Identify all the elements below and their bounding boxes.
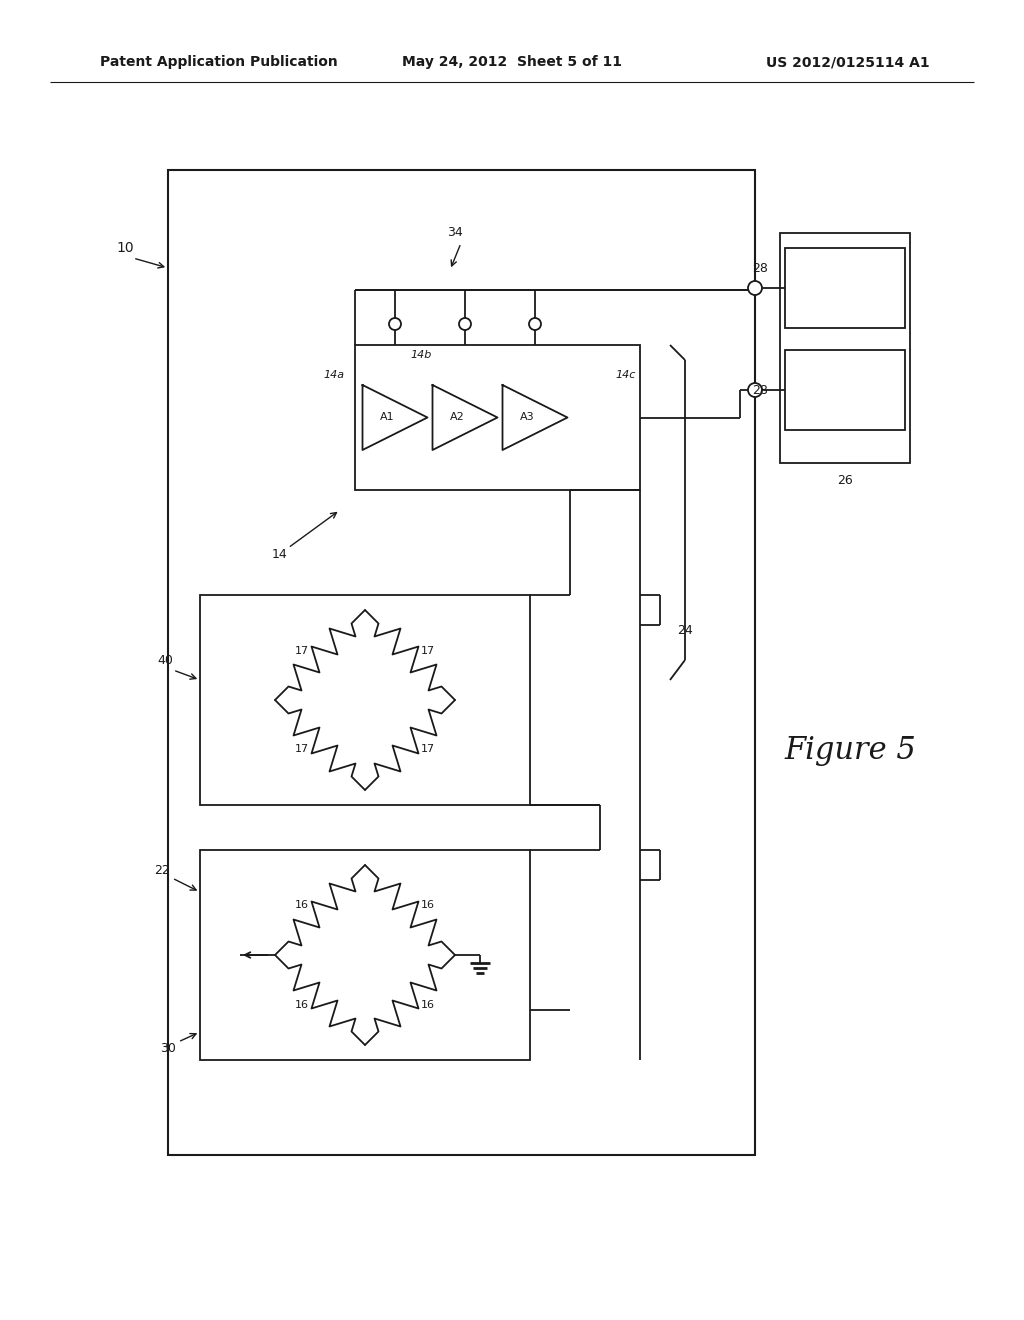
Circle shape [748,383,762,397]
Text: Patent Application Publication: Patent Application Publication [100,55,338,69]
Text: 28: 28 [752,384,768,396]
Text: 16: 16 [421,900,435,911]
Circle shape [389,318,401,330]
Circle shape [748,281,762,294]
Text: 24: 24 [677,623,693,636]
Text: A2: A2 [450,412,464,422]
Bar [785,248,905,327]
Text: 10: 10 [116,242,134,255]
Bar [168,170,755,1155]
Text: Figure 5: Figure 5 [784,734,915,766]
Bar [355,345,640,490]
Circle shape [459,318,471,330]
Text: 26: 26 [838,474,853,487]
Text: 30: 30 [160,1041,176,1055]
Text: 16: 16 [295,900,309,911]
Circle shape [529,318,541,330]
Bar [200,595,530,805]
Text: 14c: 14c [615,370,635,380]
Text: 17: 17 [295,645,309,656]
Text: 34: 34 [447,226,463,239]
Text: 40: 40 [157,653,173,667]
Text: 17: 17 [295,744,309,755]
Text: 17: 17 [421,744,435,755]
Text: 28: 28 [752,261,768,275]
Text: 16: 16 [295,999,309,1010]
Text: A3: A3 [519,412,535,422]
Text: 14a: 14a [324,370,345,380]
Text: May 24, 2012  Sheet 5 of 11: May 24, 2012 Sheet 5 of 11 [402,55,622,69]
Text: 22: 22 [155,863,170,876]
Text: 14b: 14b [410,350,431,360]
Bar [785,350,905,430]
Text: US 2012/0125114 A1: US 2012/0125114 A1 [766,55,930,69]
Text: 16: 16 [421,999,435,1010]
Bar [200,850,530,1060]
Text: 14: 14 [272,549,288,561]
Text: A1: A1 [380,412,394,422]
Text: 17: 17 [421,645,435,656]
Bar [780,234,910,463]
